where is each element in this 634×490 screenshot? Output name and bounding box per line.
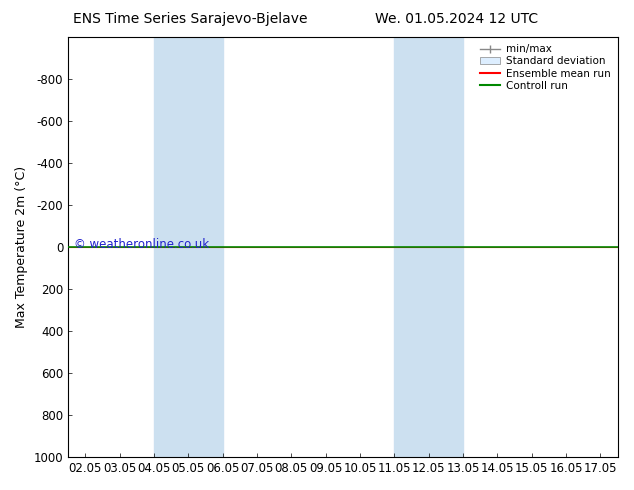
- Bar: [154, 37, 223, 457]
- Bar: [394, 37, 463, 457]
- Text: We. 01.05.2024 12 UTC: We. 01.05.2024 12 UTC: [375, 12, 538, 26]
- Text: © weatheronline.co.uk: © weatheronline.co.uk: [74, 239, 209, 251]
- Y-axis label: Max Temperature 2m (°C): Max Temperature 2m (°C): [15, 166, 28, 328]
- Legend: min/max, Standard deviation, Ensemble mean run, Controll run: min/max, Standard deviation, Ensemble me…: [477, 42, 612, 93]
- Text: ENS Time Series Sarajevo-Bjelave: ENS Time Series Sarajevo-Bjelave: [73, 12, 307, 26]
